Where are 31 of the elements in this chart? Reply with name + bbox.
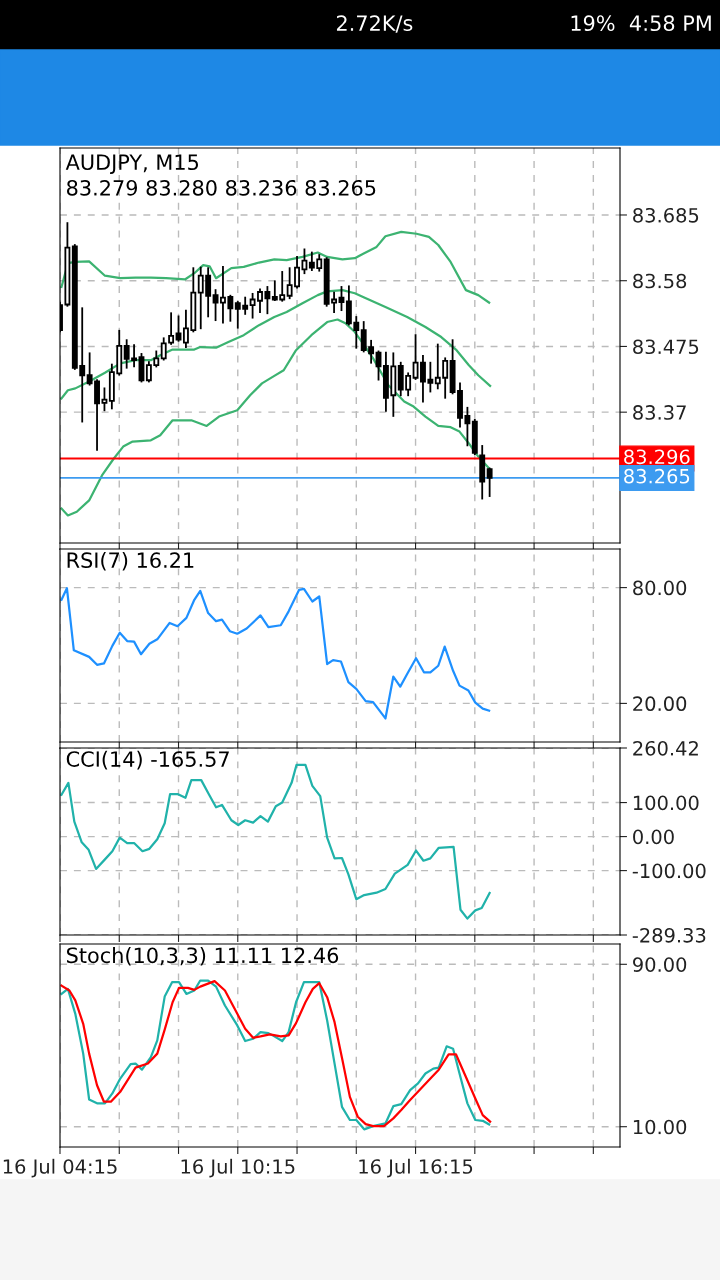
y-tick-label: 0.00	[633, 829, 674, 845]
text: 19%	[571, 15, 615, 32]
chart-title: AUDJPY, M15	[65, 154, 199, 174]
y-tick-label: 80.00	[633, 580, 687, 596]
y-tick-label: -289.33	[632, 927, 706, 943]
text: 2.72K/s	[336, 15, 413, 33]
chart-title: Stoch(10,3,3) 11.11 12.46	[66, 947, 339, 966]
candlestick	[338, 286, 345, 312]
text: 4:58 PM	[629, 15, 711, 32]
candlestick	[486, 467, 493, 497]
x-tick-label: 16 Jul 04:15	[3, 1158, 117, 1178]
y-tick-label: 83.58	[633, 273, 687, 289]
candlestick	[212, 289, 219, 322]
ref-line-label: 83.296	[624, 449, 690, 465]
chart-title: RSI(7) 16.21	[67, 551, 194, 571]
y-tick-label: 83.475	[633, 339, 699, 355]
y-tick-label: 90.00	[633, 957, 687, 972]
y-tick-label: -100.00	[632, 863, 706, 879]
x-tick-label: 16 Jul 10:15	[181, 1158, 295, 1178]
candlestick	[175, 315, 182, 342]
y-tick-label: 100.00	[633, 795, 699, 811]
y-tick-label: 10.00	[633, 1119, 687, 1135]
y-tick-label: 83.37	[633, 405, 686, 420]
chart-title: CCI(14) -165.57	[66, 750, 229, 770]
ref-line-label: 83.265	[624, 468, 690, 484]
y-tick-label: 20.00	[633, 696, 687, 712]
y-tick-label: 83.685	[633, 207, 699, 223]
x-tick-label: 16 Jul 16:15	[359, 1158, 473, 1178]
y-tick-label: 260.42	[633, 740, 698, 756]
candlestick	[101, 387, 108, 412]
text: 83.279 83.280 83.236 83.265	[67, 179, 376, 196]
